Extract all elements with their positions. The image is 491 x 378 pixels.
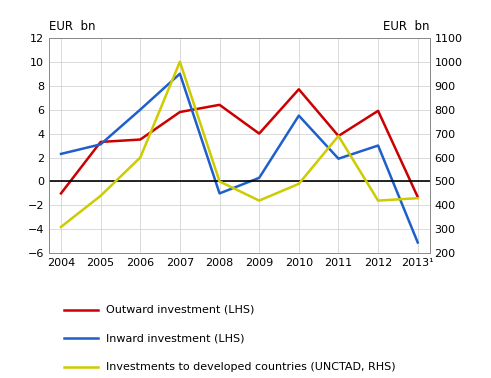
Text: EUR  bn: EUR bn bbox=[49, 20, 96, 34]
Text: Outward investment (LHS): Outward investment (LHS) bbox=[106, 305, 254, 315]
Text: EUR  bn: EUR bn bbox=[383, 20, 430, 34]
Text: Inward investment (LHS): Inward investment (LHS) bbox=[106, 333, 244, 343]
Text: Investments to developed countries (UNCTAD, RHS): Investments to developed countries (UNCT… bbox=[106, 362, 395, 372]
